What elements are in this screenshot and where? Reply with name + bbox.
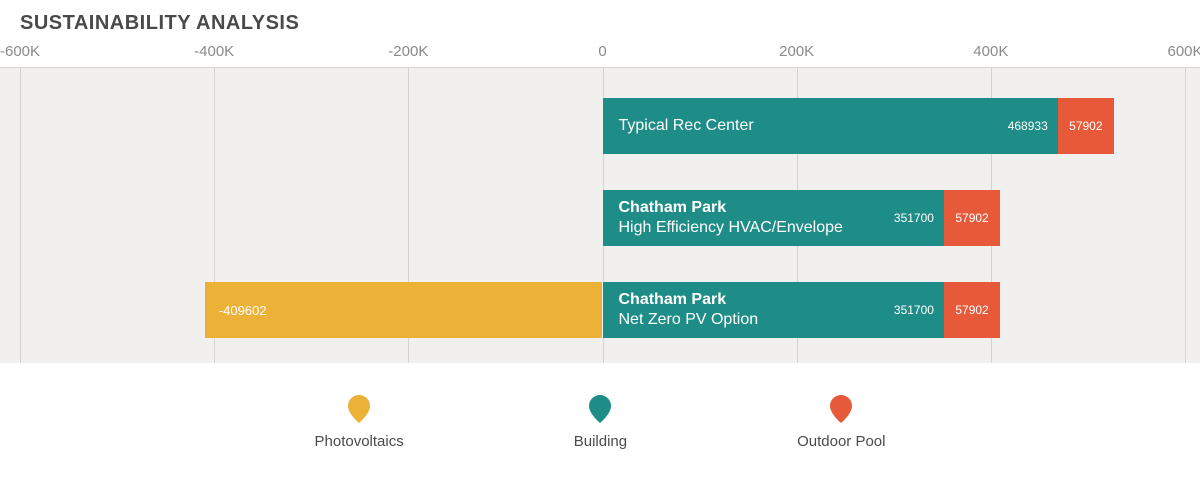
legend-item-building: Building: [574, 395, 627, 450]
segment-outdoor-pool: 57902: [1058, 98, 1114, 154]
pin-icon: [589, 395, 611, 423]
legend-item-photovoltaics: Photovoltaics: [315, 395, 404, 450]
x-tick-label: -200K: [388, 43, 428, 60]
bar-row: -409602 Chatham ParkNet Zero PV Option 351…: [0, 282, 1200, 338]
row-label: Chatham ParkHigh Efficiency HVAC/Envelop…: [603, 198, 843, 238]
pool-value: 57902: [955, 303, 988, 317]
x-tick-label: 0: [598, 43, 606, 60]
row-label: Typical Rec Center: [603, 116, 754, 136]
chart: -600K -400K -200K 0 200K 400K 600K Typical Rec…: [0, 43, 1200, 363]
bar-row: Chatham ParkHigh Efficiency HVAC/Envelop…: [0, 190, 1200, 246]
x-tick-label: 600K: [1167, 43, 1200, 60]
row-label-bold: Chatham Park: [619, 198, 843, 218]
plot-area: Typical Rec Center 468933 57902 Chatham Par…: [0, 67, 1200, 363]
x-axis-labels: -600K -400K -200K 0 200K 400K 600K: [0, 43, 1200, 67]
pool-value: 57902: [955, 211, 988, 225]
building-value: 351700: [894, 303, 934, 317]
x-tick-label: 400K: [973, 43, 1008, 60]
pin-icon: [348, 395, 370, 423]
row-label-sub: Net Zero PV Option: [619, 310, 759, 330]
legend-item-outdoor_pool: Outdoor Pool: [797, 395, 885, 450]
pv-value: -409602: [219, 303, 267, 318]
row-label: Chatham ParkNet Zero PV Option: [603, 290, 759, 330]
building-value: 351700: [894, 211, 934, 225]
segment-outdoor-pool: 57902: [944, 190, 1000, 246]
pin-icon: [830, 395, 852, 423]
segment-building: Chatham ParkHigh Efficiency HVAC/Envelop…: [603, 190, 944, 246]
row-label-bold: Chatham Park: [619, 290, 759, 310]
segment-building: Chatham ParkNet Zero PV Option 351700: [603, 282, 944, 338]
row-label-sub: High Efficiency HVAC/Envelope: [619, 218, 843, 238]
legend: Photovoltaics Building Outdoor Pool: [0, 363, 1200, 450]
x-tick-label: -400K: [194, 43, 234, 60]
legend-label: Outdoor Pool: [797, 433, 885, 450]
pool-value: 57902: [1069, 119, 1102, 133]
x-tick-label: 200K: [779, 43, 814, 60]
legend-label: Building: [574, 433, 627, 450]
chart-title: SUSTAINABILITY ANALYSIS: [0, 0, 1200, 43]
bar-row: Typical Rec Center 468933 57902: [0, 98, 1200, 154]
segment-outdoor-pool: 57902: [944, 282, 1000, 338]
legend-label: Photovoltaics: [315, 433, 404, 450]
segment-building: Typical Rec Center 468933: [603, 98, 1058, 154]
building-value: 468933: [1008, 119, 1048, 133]
x-tick-label: -600K: [0, 43, 40, 60]
segment-photovoltaics: -409602: [205, 282, 603, 338]
